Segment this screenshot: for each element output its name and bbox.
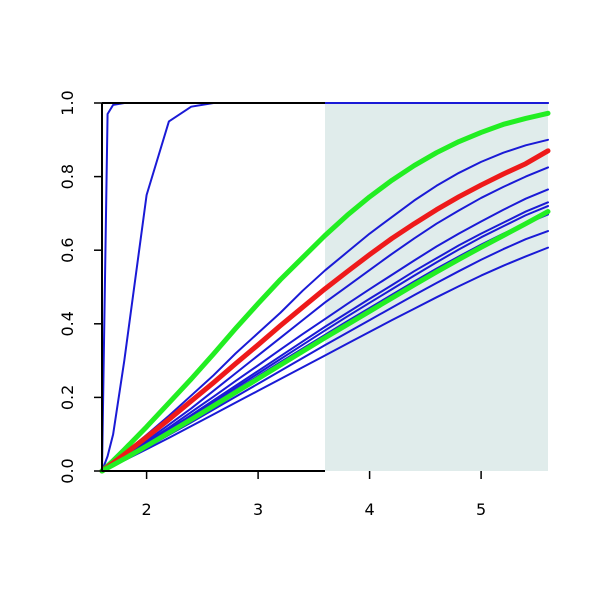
series-line-13 <box>99 209 551 474</box>
x-tick-label: 2 <box>142 500 152 519</box>
shaded-region <box>325 103 548 471</box>
y-tick-label: 0.2 <box>58 385 77 410</box>
y-tick-label: 0.4 <box>58 311 77 336</box>
series-layer <box>99 102 551 474</box>
shaded-region-layer <box>325 103 548 471</box>
series-line-10 <box>101 188 549 472</box>
y-tick-label: 0.6 <box>58 237 77 262</box>
series-line-11 <box>99 110 551 474</box>
x-tick-label: 3 <box>253 500 263 519</box>
x-tick-label: 5 <box>476 500 486 519</box>
y-tick-label: 0.8 <box>58 164 77 189</box>
axis-layer <box>101 102 325 472</box>
y-tick-label: 0.0 <box>58 458 77 483</box>
y-tick-layer: 0.0 0.2 0.4 0.6 0.8 1.0 <box>58 90 102 484</box>
series-line-12 <box>99 148 551 474</box>
x-tick-layer: 2 3 4 5 <box>142 471 486 519</box>
x-tick-label: 4 <box>365 500 375 519</box>
y-tick-label: 1.0 <box>58 90 77 115</box>
